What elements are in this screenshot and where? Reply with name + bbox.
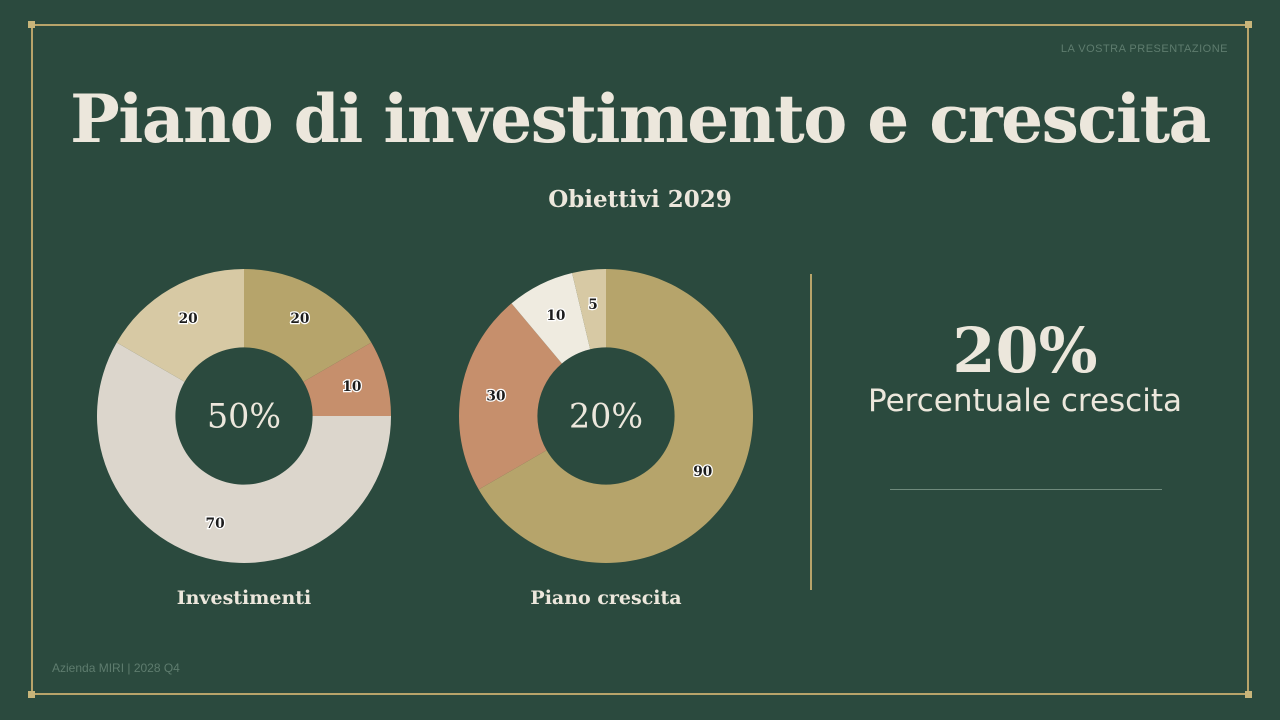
frame-corner-bottom-left — [28, 691, 35, 698]
chart-title-piano-crescita: Piano crescita — [530, 587, 682, 609]
slide-subtitle: Obiettivi 2029 — [548, 186, 732, 213]
vertical-divider — [810, 274, 812, 590]
header-label: LA VOSTRA PRESENTAZIONE — [1060, 43, 1228, 55]
donut-slice — [96, 342, 391, 563]
frame-corner-top-right — [1245, 21, 1252, 28]
slice-label: 70 — [206, 516, 225, 532]
decorative-line — [890, 489, 1162, 490]
slide-frame — [31, 24, 1249, 695]
slice-label: 20 — [179, 311, 198, 327]
donut-chart-investimenti: 20 10 70 20 50% — [96, 269, 391, 563]
donut-slice — [116, 269, 244, 382]
slide-title: Piano di investimento e crescita — [70, 80, 1211, 158]
donut-chart-piano-crescita: 90 30 10 5 20% — [459, 269, 753, 563]
footer-text: Azienda MIRI | 2028 Q4 — [52, 661, 180, 675]
donut-center-label: 20% — [569, 397, 643, 436]
slice-label: 10 — [546, 308, 565, 324]
donut-slice — [303, 342, 391, 416]
slice-label: 90 — [693, 464, 712, 480]
frame-corner-top-left — [28, 21, 35, 28]
frame-corner-bottom-right — [1245, 691, 1252, 698]
donut-center-label: 50% — [207, 397, 281, 436]
slice-label: 5 — [588, 297, 598, 313]
stat-value: 20% — [952, 314, 1098, 387]
donut-slice — [572, 269, 606, 350]
donut-slice — [478, 269, 753, 563]
donut-slice — [511, 272, 591, 364]
chart-title-investimenti: Investimenti — [176, 587, 312, 609]
slice-label: 10 — [342, 379, 361, 395]
donut-slice — [459, 303, 562, 490]
stat-label: Percentuale crescita — [868, 383, 1182, 419]
donut-slice — [244, 269, 372, 382]
slice-label: 20 — [290, 311, 309, 327]
slice-label: 30 — [486, 389, 505, 405]
